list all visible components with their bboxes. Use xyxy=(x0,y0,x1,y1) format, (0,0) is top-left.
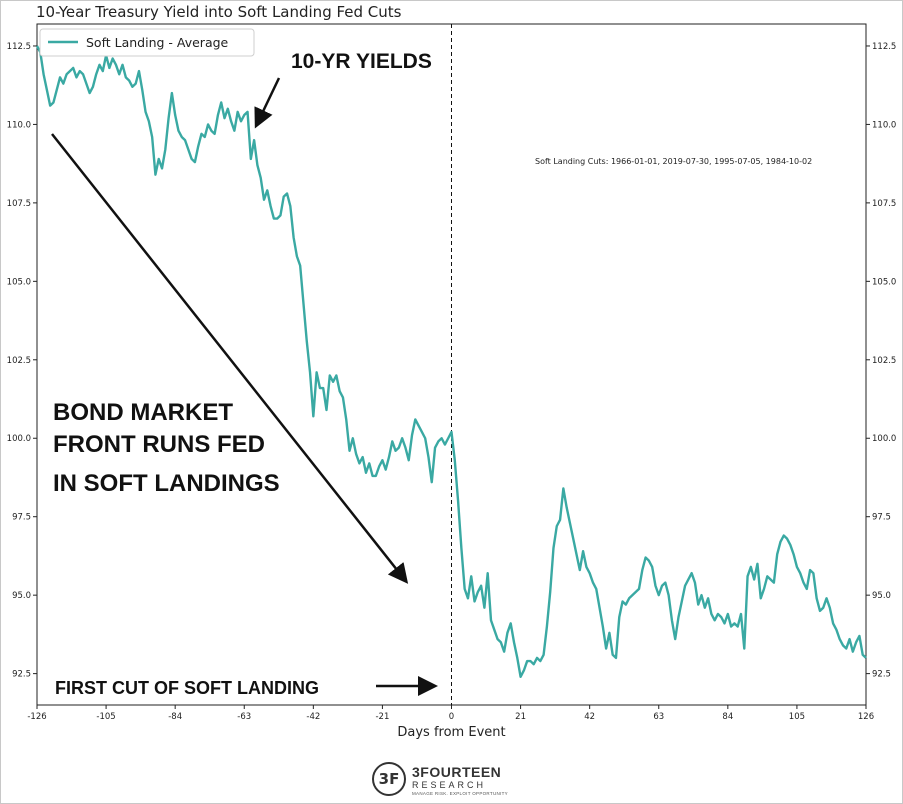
annotation-layer: 10-YR YIELDS BOND MARKET FRONT RUNS FED … xyxy=(51,50,812,698)
bond-annotation-line3: IN SOFT LANDINGS xyxy=(53,470,280,497)
logo-mark-icon: 3F xyxy=(372,762,406,796)
y-tick-label-right: 107.5 xyxy=(872,199,896,209)
y-tick-label-right: 112.5 xyxy=(872,42,896,52)
x-tick-label: 63 xyxy=(653,712,664,722)
x-tick-label: 126 xyxy=(858,712,874,722)
chart: -126 -105 -84 -63 -42 -21 0 21 42 63 84 105 126 92.5 9… xyxy=(7,23,896,740)
y-tick-label-left: 107.5 xyxy=(7,199,31,209)
y-tick-label-right: 95.0 xyxy=(872,591,891,601)
plot-area xyxy=(36,23,867,706)
x-tick-label: 84 xyxy=(722,712,733,722)
y-tick-label-left: 112.5 xyxy=(7,42,31,52)
yields-annotation: 10-YR YIELDS xyxy=(291,50,432,73)
line-layer xyxy=(35,24,867,705)
y-tick-label-right: 105.0 xyxy=(872,277,896,287)
y-tick-label-left: 110.0 xyxy=(7,120,31,130)
x-tick-label: 42 xyxy=(584,712,595,722)
series-line-0 xyxy=(35,45,867,678)
y-tick-label-left: 102.5 xyxy=(7,356,31,366)
x-axis-label: Days from Event xyxy=(397,725,505,740)
legend-label: Soft Landing - Average xyxy=(86,35,229,50)
y-tick-label-left: 97.5 xyxy=(12,513,31,523)
y-tick-label-right: 110.0 xyxy=(872,120,896,130)
logo-name: 3FOURTEEN xyxy=(412,764,502,780)
y-tick-label-left: 100.0 xyxy=(7,434,31,444)
x-tick-label: 105 xyxy=(789,712,805,722)
y-tick-label-right: 92.5 xyxy=(872,670,891,680)
y-tick-label-left: 92.5 xyxy=(12,670,31,680)
x-tick-label: -84 xyxy=(168,712,182,722)
x-tick-label: -63 xyxy=(237,712,251,722)
y-tick-label-right: 100.0 xyxy=(872,434,896,444)
bond-annotation-line2: FRONT RUNS FED xyxy=(53,431,265,458)
y-tick-label-left: 105.0 xyxy=(7,277,31,287)
yields-arrow xyxy=(254,77,281,129)
company-logo: 3F 3FOURTEEN RESEARCH MANAGE RISK. EXPLO… xyxy=(372,762,522,800)
x-tick-label: -42 xyxy=(306,712,320,722)
x-tick-label: -105 xyxy=(96,712,115,722)
y-tick-label-right: 97.5 xyxy=(872,513,891,523)
chart-title: 10-Year Treasury Yield into Soft Landing… xyxy=(36,3,402,21)
soft-landing-cuts-note: Soft Landing Cuts: 1966-01-01, 2019-07-3… xyxy=(535,157,812,166)
y-tick-label-right: 102.5 xyxy=(872,356,896,366)
legend: Soft Landing - Average xyxy=(39,28,255,57)
y-tick-label-left: 95.0 xyxy=(12,591,31,601)
logo-tagline: MANAGE RISK. EXPLOIT OPPORTUNITY xyxy=(412,791,508,796)
bond-annotation-line1: BOND MARKET xyxy=(53,399,233,426)
first-cut-annotation: FIRST CUT OF SOFT LANDING xyxy=(55,678,319,698)
x-tick-label: -126 xyxy=(27,712,46,722)
logo-subtitle: RESEARCH xyxy=(412,780,487,790)
x-tick-label: 0 xyxy=(449,712,454,722)
x-tick-label: -21 xyxy=(375,712,389,722)
axes-layer: -126 -105 -84 -63 -42 -21 0 21 42 63 84 105 126 92.5 9… xyxy=(7,23,896,740)
bond-arrow xyxy=(51,133,409,584)
legend-box xyxy=(39,28,255,57)
x-tick-label: 21 xyxy=(515,712,526,722)
